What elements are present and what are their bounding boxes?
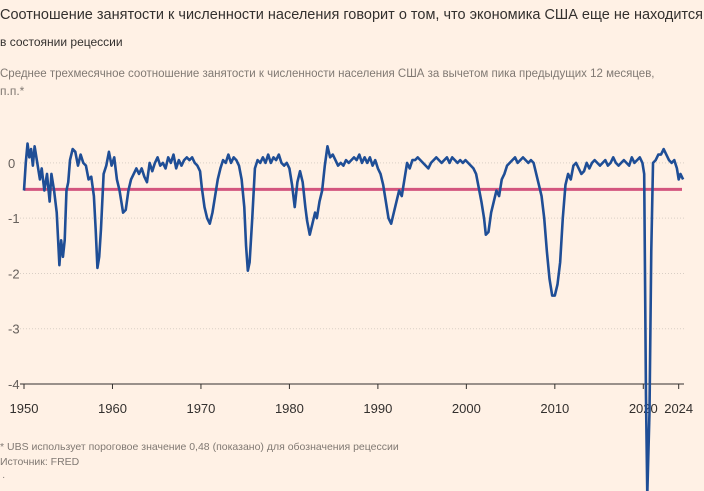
- x-tick-label: 2010: [540, 401, 569, 416]
- y-tick-label: -2: [8, 266, 20, 281]
- footer-mark: ·: [2, 472, 6, 483]
- y-tick-label: -3: [8, 322, 20, 337]
- unit-label: п.п.*: [0, 84, 25, 98]
- x-tick-label: 2024: [664, 401, 693, 416]
- chart-subtitle: Среднее трехмесячное соотношение занятос…: [0, 68, 655, 80]
- x-tick-label: 1950: [10, 401, 39, 416]
- x-tick-label: 1970: [186, 401, 215, 416]
- y-tick-label: -4: [8, 377, 20, 392]
- y-tick-label: 0: [8, 156, 15, 171]
- x-tick-label: 2020: [629, 401, 658, 416]
- footnote: * UBS использует пороговое значение 0,48…: [0, 441, 399, 453]
- x-tick-label: 2000: [452, 401, 481, 416]
- chart-title: Соотношение занятости к численности насе…: [0, 7, 703, 23]
- y-tick-label: -1: [8, 211, 20, 226]
- source-note: Источник: FRED: [0, 456, 80, 468]
- x-tick-label: 1990: [363, 401, 392, 416]
- x-tick-label: 1960: [98, 401, 127, 416]
- x-tick-label: 1980: [275, 401, 304, 416]
- series-line: [22, 142, 685, 491]
- chart-title-continuation: в состоянии рецессии: [0, 35, 123, 49]
